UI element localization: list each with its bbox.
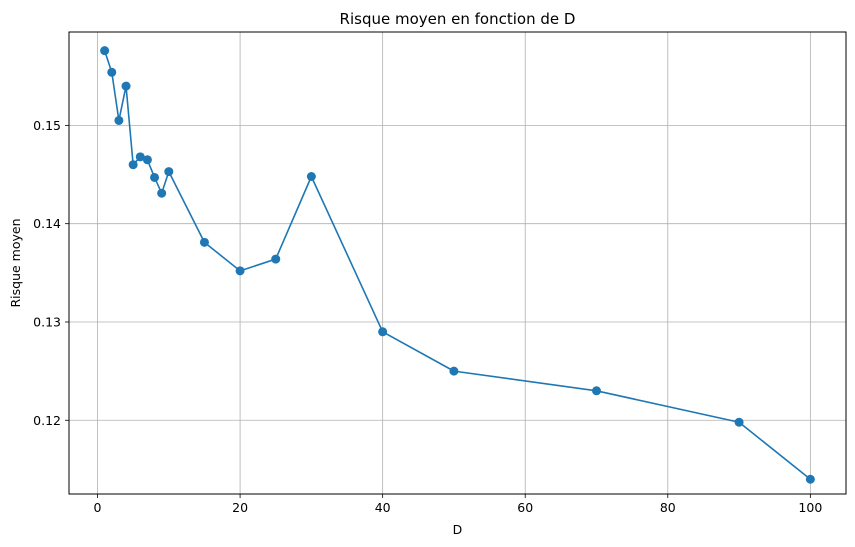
data-point <box>805 474 815 484</box>
x-tick-label: 0 <box>94 500 102 515</box>
data-point <box>271 254 281 264</box>
x-tick-label: 40 <box>375 500 391 515</box>
x-tick-label: 20 <box>232 500 248 515</box>
data-point <box>107 67 117 77</box>
y-tick-label: 0.15 <box>33 118 61 133</box>
y-tick-label: 0.12 <box>33 413 61 428</box>
data-point <box>378 327 388 337</box>
x-axis-label: D <box>453 522 463 537</box>
data-point <box>157 188 167 198</box>
data-point <box>449 366 459 376</box>
data-point <box>592 386 602 396</box>
series-line <box>103 50 811 480</box>
data-point <box>734 417 744 427</box>
y-tick-label: 0.14 <box>33 216 61 231</box>
ticks: 0 20 40 60 80 100 0.12 0.13 0.14 0.15 <box>33 118 822 515</box>
grid <box>69 32 846 494</box>
data-point <box>121 81 131 91</box>
data-point <box>164 167 174 177</box>
x-tick-label: 100 <box>798 500 822 515</box>
data-point <box>306 171 316 181</box>
chart-title: Risque moyen en fonction de D <box>340 10 576 28</box>
x-tick-label: 80 <box>660 500 676 515</box>
y-axis-label: Risque moyen <box>8 218 23 307</box>
data-point <box>235 266 245 276</box>
series-layer <box>100 46 815 484</box>
data-point <box>150 172 160 182</box>
data-point <box>199 237 209 247</box>
data-point <box>128 160 138 170</box>
y-tick-label: 0.13 <box>33 314 61 329</box>
data-point <box>135 152 145 162</box>
data-point <box>100 46 110 56</box>
x-tick-label: 60 <box>517 500 533 515</box>
data-point <box>142 155 152 165</box>
data-point <box>114 115 124 125</box>
plot-frame <box>68 31 847 495</box>
